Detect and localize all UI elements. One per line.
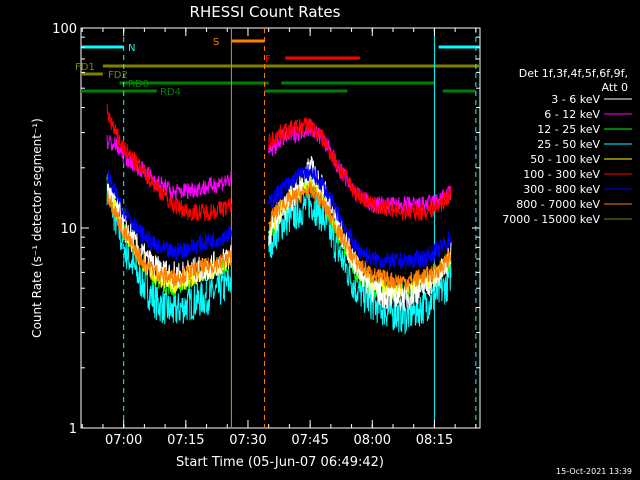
x-tick-label: 07:30 [229,433,266,448]
chart-title: RHESSI Count Rates [190,3,341,21]
flag-label-rd0: RD0 [128,79,149,90]
series-line-100-300-kev [106,103,452,222]
y-tick-label: 10 [60,222,77,237]
x-tick-label: 08:00 [354,433,391,448]
axes: 07:00 07:15 07:30 07:45 08:00 08:15 1 10 100 [52,22,480,448]
legend-label-800-7000-kev: 800 - 7000 keV [516,198,600,211]
legend-label-7000-15000-kev: 7000 - 15000 keV [502,213,600,226]
x-tick-label: 07:45 [291,433,328,448]
y-tick-label: 1 [69,422,77,437]
legend-label-25-50-kev: 25 - 50 keV [537,138,600,151]
legend-label-50-100-kev: 50 - 100 keV [530,153,600,166]
flag-label-s: S [213,37,219,48]
flag-label-f: F [265,54,271,65]
data-series [106,103,452,335]
series-line-300-800-kev [106,164,452,271]
legend-label-3-6-kev: 3 - 6 keV [551,93,600,106]
series-line-800-7000-kev [106,181,452,291]
legend-label-6-12-kev: 6 - 12 keV [544,108,600,121]
y-axis-label: Count Rate (s⁻¹ detector segment⁻¹) [30,118,44,338]
flag-label-n: N [128,43,135,54]
flag-label-fd2: FD2 [108,70,128,81]
x-axis-label: Start Time (05-Jun-07 06:49:42) [176,455,384,470]
legend-label-300-800-kev: 300 - 800 keV [523,183,600,196]
x-tick-label: 07:00 [105,433,142,448]
legend-label-12-25-kev: 12 - 25 keV [537,123,600,136]
y-tick-label: 100 [52,22,77,37]
flag-label-fd1: FD1 [75,62,95,73]
legend-header-line2: Att 0 [602,81,628,94]
flag-label-rd4: RD4 [160,87,181,98]
footer-timestamp: 15-Oct-2021 13:39 [556,467,632,476]
legend-label-100-300-kev: 100 - 300 keV [523,168,600,181]
legend: Det 1f,3f,4f,5f,6f,9f, Att 0 3 - 6 keV 6 … [502,67,632,226]
x-tick-label: 07:15 [167,433,204,448]
legend-header-line1: Det 1f,3f,4f,5f,6f,9f, [519,67,628,80]
x-tick-label: 08:15 [416,433,453,448]
